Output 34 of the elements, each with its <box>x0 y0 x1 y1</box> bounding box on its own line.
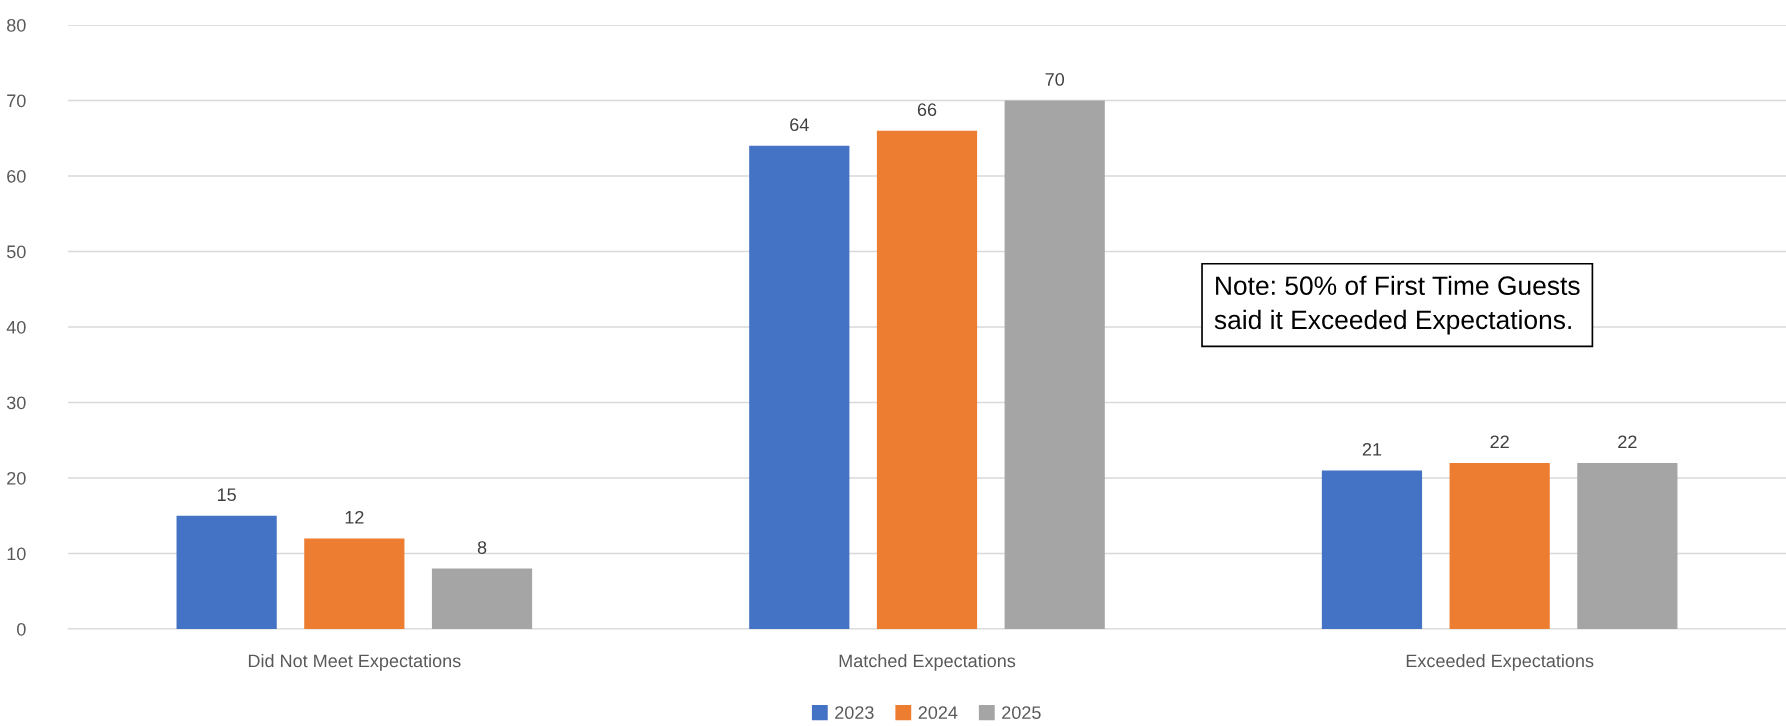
bar <box>431 568 533 629</box>
x-tick-label: Matched Expectations <box>839 654 1016 671</box>
data-label: 22 <box>1618 435 1637 449</box>
legend-label: 2025 <box>1002 706 1041 720</box>
bar <box>876 130 978 629</box>
data-label: 12 <box>345 510 364 524</box>
y-tick-label: 0 <box>17 622 26 636</box>
data-label: 15 <box>217 488 236 502</box>
x-tick-label: Exceeded Expectations <box>1406 654 1594 671</box>
data-label: 22 <box>1490 435 1509 449</box>
y-tick-label: 30 <box>6 396 26 410</box>
y-tick-label: 40 <box>6 320 26 334</box>
y-tick-label: 70 <box>7 94 26 108</box>
bar <box>1577 462 1678 629</box>
x-tick-label: Did Not Meet Expectations <box>248 654 461 671</box>
y-tick-label: 80 <box>7 18 26 32</box>
bar <box>1449 462 1550 629</box>
annotation: Note: 50% of First Time Guests said it Exceeded Expectations. <box>1214 275 1580 335</box>
data-label: 21 <box>1362 442 1382 456</box>
bar <box>1321 470 1423 629</box>
bar <box>304 538 405 629</box>
y-tick-label: 20 <box>7 471 26 485</box>
y-tick-label: 50 <box>6 245 26 259</box>
bar <box>176 515 277 629</box>
data-label: 8 <box>477 541 487 554</box>
data-label: 70 <box>1045 73 1065 86</box>
data-label: 64 <box>790 118 809 132</box>
legend-label: 2023 <box>835 706 874 720</box>
bar <box>749 145 850 629</box>
data-label: 66 <box>917 103 937 117</box>
y-tick-label: 60 <box>7 169 26 183</box>
y-tick-label: 10 <box>7 547 26 561</box>
legend-label: 2024 <box>918 706 958 720</box>
bar <box>1004 100 1105 629</box>
